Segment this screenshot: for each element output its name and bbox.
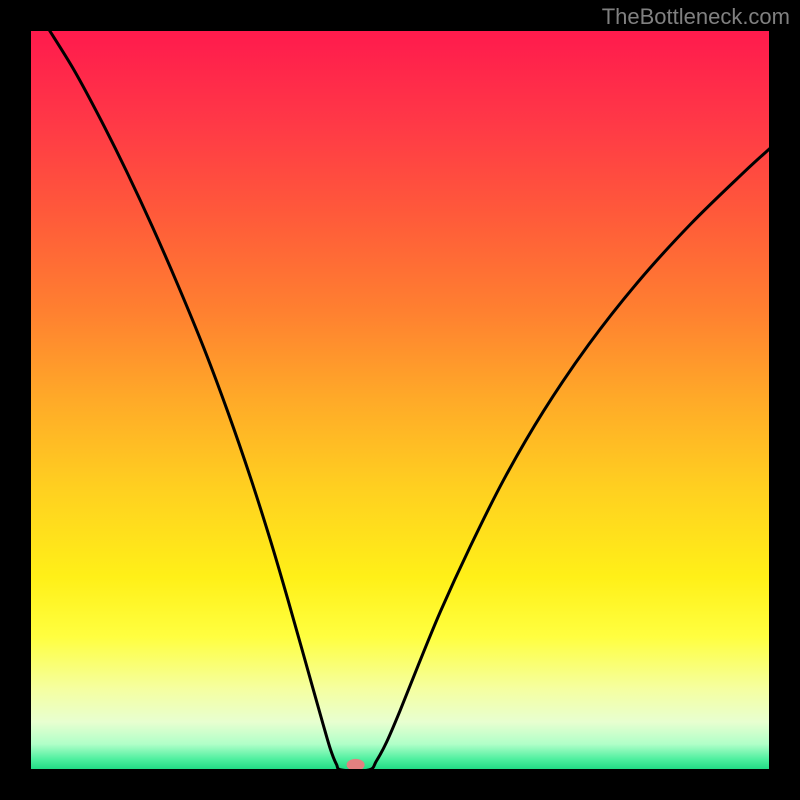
watermark-text: TheBottleneck.com xyxy=(602,4,790,30)
chart-container: TheBottleneck.com xyxy=(0,0,800,800)
plot-background xyxy=(30,30,770,770)
bottleneck-chart xyxy=(0,0,800,800)
